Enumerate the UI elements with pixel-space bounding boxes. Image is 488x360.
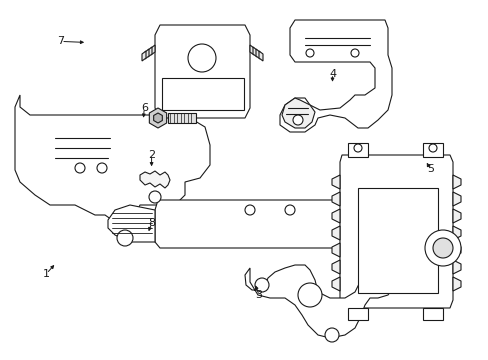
Text: 6: 6 xyxy=(141,103,147,113)
Bar xyxy=(422,143,442,157)
Text: 8: 8 xyxy=(148,218,155,228)
Circle shape xyxy=(254,278,268,292)
Polygon shape xyxy=(339,155,452,308)
Circle shape xyxy=(187,44,216,72)
Polygon shape xyxy=(452,277,460,291)
Bar xyxy=(347,308,367,320)
Polygon shape xyxy=(151,45,155,55)
Polygon shape xyxy=(145,49,149,59)
Polygon shape xyxy=(148,47,152,57)
Circle shape xyxy=(305,49,313,57)
Circle shape xyxy=(97,163,107,173)
Polygon shape xyxy=(331,277,339,291)
Polygon shape xyxy=(149,108,166,128)
Text: 5: 5 xyxy=(426,164,433,174)
Polygon shape xyxy=(452,243,460,257)
Polygon shape xyxy=(155,200,364,248)
Polygon shape xyxy=(331,175,339,189)
Polygon shape xyxy=(259,51,263,61)
Circle shape xyxy=(297,283,321,307)
Polygon shape xyxy=(282,98,314,128)
Polygon shape xyxy=(108,205,155,242)
Polygon shape xyxy=(331,243,339,257)
Bar xyxy=(347,143,367,157)
Polygon shape xyxy=(155,25,249,118)
Text: 3: 3 xyxy=(255,290,262,300)
Circle shape xyxy=(428,144,436,152)
Polygon shape xyxy=(331,209,339,223)
Circle shape xyxy=(149,191,161,203)
Circle shape xyxy=(432,238,452,258)
Polygon shape xyxy=(331,260,339,274)
Polygon shape xyxy=(252,47,257,57)
Polygon shape xyxy=(256,49,260,59)
Text: 7: 7 xyxy=(58,36,64,46)
Polygon shape xyxy=(452,226,460,240)
Circle shape xyxy=(75,163,85,173)
Circle shape xyxy=(424,230,460,266)
Circle shape xyxy=(325,328,338,342)
Polygon shape xyxy=(244,265,392,338)
Bar xyxy=(422,308,442,320)
Polygon shape xyxy=(15,95,209,222)
Circle shape xyxy=(285,205,294,215)
Bar xyxy=(162,78,244,110)
Polygon shape xyxy=(280,20,391,132)
Polygon shape xyxy=(331,192,339,206)
Circle shape xyxy=(292,115,303,125)
Bar xyxy=(168,113,196,123)
Polygon shape xyxy=(452,175,460,189)
Bar xyxy=(357,188,437,293)
Text: 4: 4 xyxy=(328,69,335,79)
Polygon shape xyxy=(452,209,460,223)
Circle shape xyxy=(244,205,254,215)
Text: 1: 1 xyxy=(43,269,50,279)
Polygon shape xyxy=(153,113,162,123)
Polygon shape xyxy=(140,171,170,188)
Circle shape xyxy=(350,49,358,57)
Polygon shape xyxy=(452,260,460,274)
Circle shape xyxy=(117,230,133,246)
Polygon shape xyxy=(142,51,146,61)
Polygon shape xyxy=(452,192,460,206)
Circle shape xyxy=(353,144,361,152)
Polygon shape xyxy=(331,226,339,240)
Polygon shape xyxy=(249,45,253,55)
Text: 2: 2 xyxy=(148,150,155,160)
